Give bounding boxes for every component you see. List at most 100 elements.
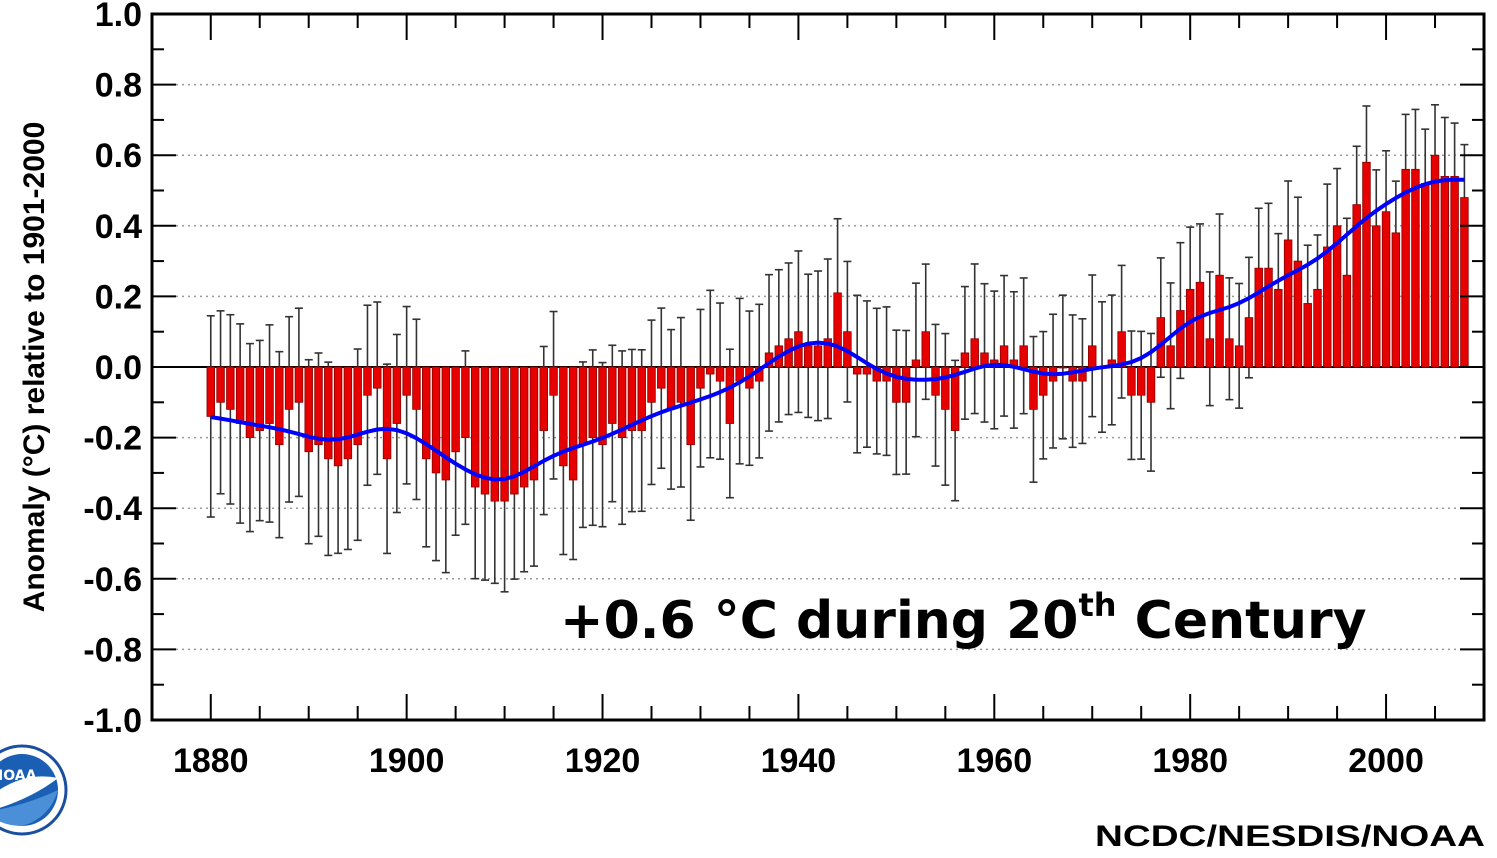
bar-1916 (559, 366, 568, 467)
bar-1933 (725, 366, 735, 424)
bar-1998 (1362, 161, 1371, 368)
x-tick-label-1960: 1960 (956, 742, 1032, 780)
axis-ticks (152, 13, 1484, 721)
bar-1956 (950, 366, 960, 431)
bar-1950 (892, 366, 901, 403)
bar-1892 (324, 366, 333, 460)
bar-1883 (235, 366, 245, 424)
bar-1927 (666, 366, 676, 410)
bar-1993 (1313, 288, 1322, 368)
bar-1923 (627, 366, 637, 431)
x-tick-label-1980: 1980 (1152, 742, 1228, 780)
annotation-sup: th (1078, 586, 1116, 624)
noaa-logo-icon: NOAA (0, 744, 68, 836)
bar-1898 (382, 366, 392, 460)
bar-1989 (1274, 288, 1283, 368)
bar-1996 (1342, 274, 1352, 368)
bar-1918 (578, 366, 588, 446)
y-tick-label-8: -0.6 (83, 561, 142, 599)
bar-1897 (373, 366, 382, 389)
bar-2000 (1381, 211, 1391, 368)
bar-1880 (206, 366, 215, 417)
bar-1992 (1303, 303, 1312, 368)
bar-1907 (470, 366, 480, 488)
bar-1947 (862, 366, 872, 375)
bar-1906 (461, 366, 470, 438)
bar-1973 (1117, 331, 1126, 368)
smoothed-trend-line (210, 177, 1465, 482)
annotation: +0.6 °C during 20th Century (560, 586, 1367, 651)
bar-2007 (1450, 175, 1459, 368)
bar-1980 (1185, 288, 1195, 368)
bar-1988 (1264, 267, 1273, 368)
bar-1895 (353, 366, 362, 446)
x-tick-label-1880: 1880 (173, 742, 249, 780)
y-tick-labels: 1.0 0.8 0.6 0.4 0.2 0.0 -0.2 -0.4 -0.6 -0.8 -1.0 (83, 0, 142, 740)
bar-1965 (1039, 366, 1048, 396)
bar-1894 (343, 366, 353, 460)
bar-1887 (275, 366, 284, 446)
bar-2003 (1411, 168, 1420, 368)
bar-2005 (1430, 154, 1440, 368)
bar-1986 (1244, 317, 1254, 368)
y-tick-label-2: 0.6 (95, 137, 142, 175)
bar-1987 (1254, 267, 1263, 368)
bar-1885 (255, 366, 264, 431)
bar-1917 (568, 366, 578, 481)
bar-1929 (686, 366, 695, 446)
bar-1981 (1195, 281, 1205, 368)
x-tick-label-1900: 1900 (369, 742, 445, 780)
bar-1908 (480, 366, 490, 495)
bar-1888 (284, 366, 294, 410)
bar-1925 (647, 366, 656, 403)
bar-1964 (1029, 366, 1038, 410)
bar-1974 (1127, 366, 1136, 396)
bar-1976 (1146, 366, 1156, 403)
bar-1909 (490, 366, 500, 502)
bar-2001 (1391, 232, 1401, 368)
y-tick-label-9: -0.8 (83, 631, 142, 669)
bar-1942 (813, 345, 823, 368)
bar-1889 (294, 366, 304, 403)
bar-1903 (431, 366, 441, 474)
bar-1930 (696, 366, 705, 389)
y-tick-label-5: 0.0 (95, 349, 142, 387)
y-tick-label-3: 0.4 (95, 208, 142, 246)
bar-1905 (451, 366, 460, 453)
bar-1886 (265, 366, 274, 424)
bar-1995 (1332, 225, 1342, 368)
bar-1922 (617, 366, 627, 438)
bar-1963 (1019, 345, 1028, 368)
x-tick-label-1940: 1940 (761, 742, 837, 780)
bar-1943 (823, 338, 833, 368)
y-tick-label-6: -0.2 (83, 420, 142, 458)
bar-1994 (1323, 246, 1332, 368)
annotation-tail: Century (1117, 591, 1367, 651)
bar-1902 (422, 366, 431, 460)
bar-1970 (1088, 345, 1097, 368)
y-tick-label-4: 0.2 (95, 278, 142, 316)
bar-1979 (1176, 310, 1185, 368)
bar-1967 (1058, 366, 1068, 369)
y-tick-label-10: -1.0 (83, 702, 142, 740)
bar-1990 (1283, 239, 1293, 368)
bar-2004 (1421, 183, 1430, 368)
bar-1983 (1215, 274, 1224, 368)
credit-label: NCDC/NESDIS/NOAA (1095, 820, 1485, 853)
bar-1991 (1293, 260, 1303, 368)
bar-1926 (657, 366, 666, 389)
anomaly-bars (206, 154, 1469, 502)
bar-1900 (402, 366, 411, 396)
x-tick-label-1920: 1920 (565, 742, 641, 780)
bar-1952 (911, 359, 921, 368)
bar-1920 (598, 366, 607, 446)
bar-1910 (500, 366, 509, 502)
bar-1985 (1234, 345, 1244, 368)
bar-1941 (803, 345, 813, 368)
bar-1953 (921, 331, 930, 368)
bar-1896 (363, 366, 372, 396)
bar-1924 (637, 366, 646, 431)
bar-1946 (852, 366, 862, 375)
bar-1982 (1205, 338, 1214, 368)
bar-1999 (1372, 225, 1381, 368)
